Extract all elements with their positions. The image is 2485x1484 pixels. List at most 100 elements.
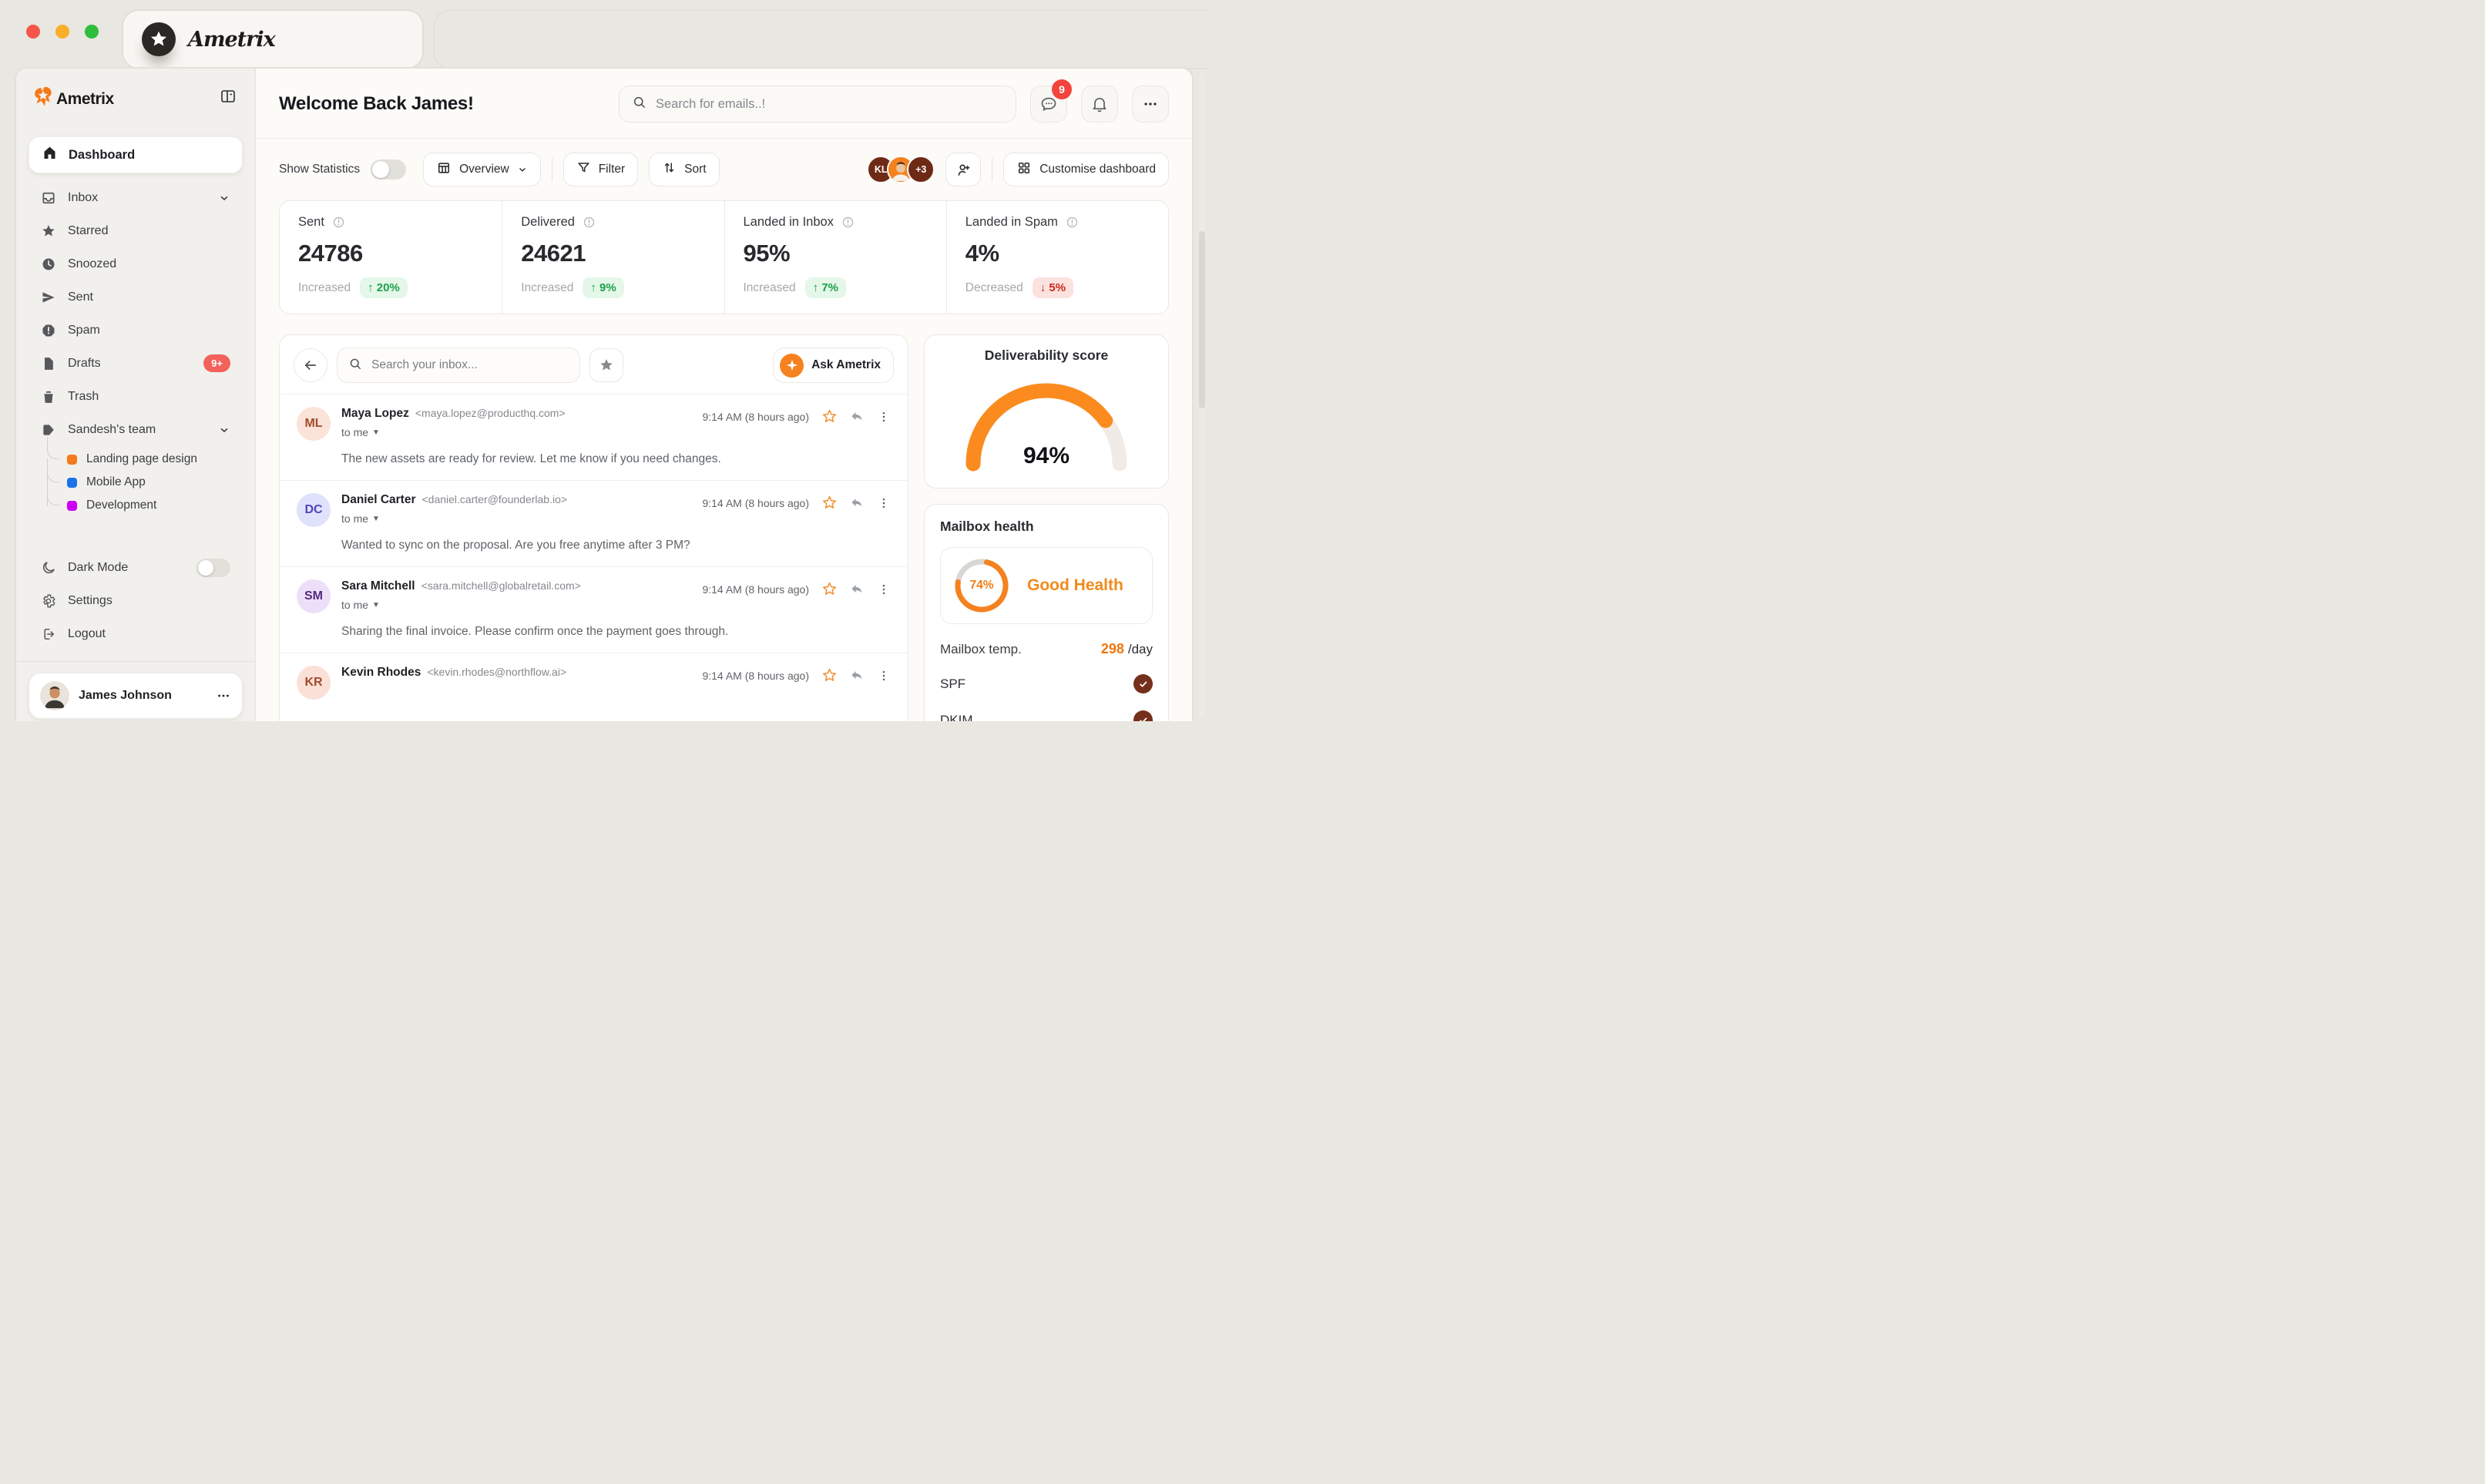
empty-tab-strip xyxy=(433,9,1208,69)
collapse-sidebar-icon[interactable] xyxy=(217,86,240,109)
info-icon[interactable] xyxy=(332,216,345,229)
reply-icon[interactable] xyxy=(850,668,865,683)
email-preview: Sharing the final invoice. Please confir… xyxy=(341,625,729,638)
chat-button[interactable]: 9 xyxy=(1030,79,1072,123)
sidebar-item-trash[interactable]: Trash xyxy=(29,380,243,413)
sidebar-item-logout[interactable]: Logout xyxy=(29,617,243,650)
star-email-icon[interactable] xyxy=(821,408,838,425)
profile-menu-icon[interactable] xyxy=(216,688,231,703)
filter-label: Filter xyxy=(598,163,626,176)
health-status: Good Health xyxy=(1027,576,1123,594)
reply-icon[interactable] xyxy=(850,409,865,424)
email-menu-icon[interactable] xyxy=(877,410,891,424)
stat-card-delivered: Delivered 24621 Increased ↑ 9% xyxy=(502,201,724,314)
sidebar-item-label: Spam xyxy=(68,323,100,337)
project-item-development[interactable]: Development xyxy=(29,484,243,517)
sidebar-item-inbox[interactable]: Inbox xyxy=(29,181,243,214)
sidebar-item-settings[interactable]: Settings xyxy=(29,584,243,617)
sort-button[interactable]: Sort xyxy=(649,153,720,186)
star-email-icon[interactable] xyxy=(821,581,838,597)
customise-dashboard-button[interactable]: Customise dashboard xyxy=(1003,153,1169,186)
email-time: 9:14 AM (8 hours ago) xyxy=(702,410,809,423)
sidebar-item-sent[interactable]: Sent xyxy=(29,280,243,314)
view-selector[interactable]: Overview xyxy=(423,153,541,186)
chevron-down-icon[interactable] xyxy=(218,424,230,436)
ask-ametrix-button[interactable]: Ask Ametrix xyxy=(773,347,894,383)
sidebar-item-label: Sent xyxy=(68,290,93,304)
sidebar-footer: Dark Mode Settings Logout xyxy=(16,551,255,719)
team-avatar-stack[interactable]: KL +3 xyxy=(867,156,935,183)
chevron-down-icon[interactable] xyxy=(218,192,230,204)
dark-mode-row: Dark Mode xyxy=(29,551,243,584)
sidebar-item-label: Settings xyxy=(68,593,112,607)
show-statistics-toggle[interactable] xyxy=(371,159,407,180)
avatar: DC xyxy=(297,493,331,527)
info-icon[interactable] xyxy=(1066,216,1079,229)
reply-icon[interactable] xyxy=(850,495,865,510)
info-icon[interactable] xyxy=(583,216,596,229)
starred-filter-button[interactable] xyxy=(589,348,623,382)
filter-button[interactable]: Filter xyxy=(562,153,639,186)
email-row[interactable]: DC Daniel Carter <daniel.carter@founderl… xyxy=(280,480,908,566)
sidebar-item-label: Snoozed xyxy=(68,257,117,270)
email-time: 9:14 AM (8 hours ago) xyxy=(702,669,809,682)
more-options-button[interactable] xyxy=(1132,86,1169,123)
dark-mode-toggle[interactable] xyxy=(196,558,230,577)
recipient-row[interactable]: to me ▼ xyxy=(341,599,380,611)
page-scrollbar-thumb[interactable] xyxy=(1199,231,1205,408)
email-time: 9:14 AM (8 hours ago) xyxy=(702,496,809,509)
email-preview: Wanted to sync on the proposal. Are you … xyxy=(341,539,690,552)
sidebar-item-team[interactable]: Sandesh's team xyxy=(29,413,243,446)
star-email-icon[interactable] xyxy=(821,667,838,683)
sidebar-item-drafts[interactable]: Drafts 9+ xyxy=(29,347,243,380)
email-row[interactable]: ML Maya Lopez <maya.lopez@producthq.com>… xyxy=(280,394,908,480)
sender-address: <sara.mitchell@globalretail.com> xyxy=(421,579,581,592)
sender-address: <maya.lopez@producthq.com> xyxy=(415,407,566,419)
back-button[interactable] xyxy=(294,348,327,382)
profile-card[interactable]: James Johnson xyxy=(29,673,243,719)
sender-address: <daniel.carter@founderlab.io> xyxy=(421,493,568,505)
recipient-row[interactable]: to me ▼ xyxy=(341,512,380,525)
email-menu-icon[interactable] xyxy=(877,583,891,596)
project-color-dot xyxy=(67,454,77,465)
deliverability-value: 94% xyxy=(1023,443,1070,468)
sidebar-item-label: Logout xyxy=(68,626,106,640)
sidebar-item-spam[interactable]: Spam xyxy=(29,314,243,347)
mailbox-health-title: Mailbox health xyxy=(940,519,1034,534)
inbox-search-input[interactable] xyxy=(370,358,569,373)
stat-status: Increased xyxy=(521,280,574,294)
project-item-mobile-app[interactable]: Mobile App xyxy=(29,461,243,506)
recipient-row[interactable]: to me ▼ xyxy=(341,426,380,438)
sidebar-item-dashboard[interactable]: Dashboard xyxy=(29,136,243,173)
drafts-count-badge: 9+ xyxy=(203,354,230,372)
sidebar-item-snoozed[interactable]: Snoozed xyxy=(29,247,243,280)
avatar: SM xyxy=(297,579,331,613)
global-search xyxy=(619,86,1016,123)
sidebar-nav: Inbox Starred Snoozed xyxy=(29,181,243,520)
browser-tab[interactable]: Ametrix xyxy=(122,9,424,69)
email-row[interactable]: KR Kevin Rhodes <kevin.rhodes@northflow.… xyxy=(280,653,908,713)
email-menu-icon[interactable] xyxy=(877,669,891,683)
minimize-window-button[interactable] xyxy=(55,25,69,39)
email-menu-icon[interactable] xyxy=(877,496,891,510)
star-email-icon[interactable] xyxy=(821,495,838,511)
team-projects: Landing page design Mobile App Developme… xyxy=(29,438,243,517)
close-window-button[interactable] xyxy=(26,25,40,39)
info-icon[interactable] xyxy=(841,216,855,229)
reply-icon[interactable] xyxy=(850,582,865,596)
project-item-landing-page-design[interactable]: Landing page design xyxy=(29,438,243,483)
search-input[interactable] xyxy=(654,96,1003,112)
brand-name: Ametrix xyxy=(56,90,114,108)
add-member-button[interactable] xyxy=(945,153,982,186)
zoom-window-button[interactable] xyxy=(85,25,99,39)
profile-name: James Johnson xyxy=(79,689,172,702)
email-row[interactable]: SM Sara Mitchell <sara.mitchell@globalre… xyxy=(280,566,908,653)
tag-icon xyxy=(41,422,56,438)
dashboard-toolbar: Show Statistics Overview Filter xyxy=(256,139,1192,186)
sidebar-item-starred[interactable]: Starred xyxy=(29,214,243,247)
trash-icon xyxy=(41,389,56,405)
show-statistics-label: Show Statistics xyxy=(279,163,361,176)
search-icon xyxy=(632,95,646,113)
stat-label: Sent xyxy=(298,215,324,229)
notifications-button[interactable] xyxy=(1081,86,1118,123)
